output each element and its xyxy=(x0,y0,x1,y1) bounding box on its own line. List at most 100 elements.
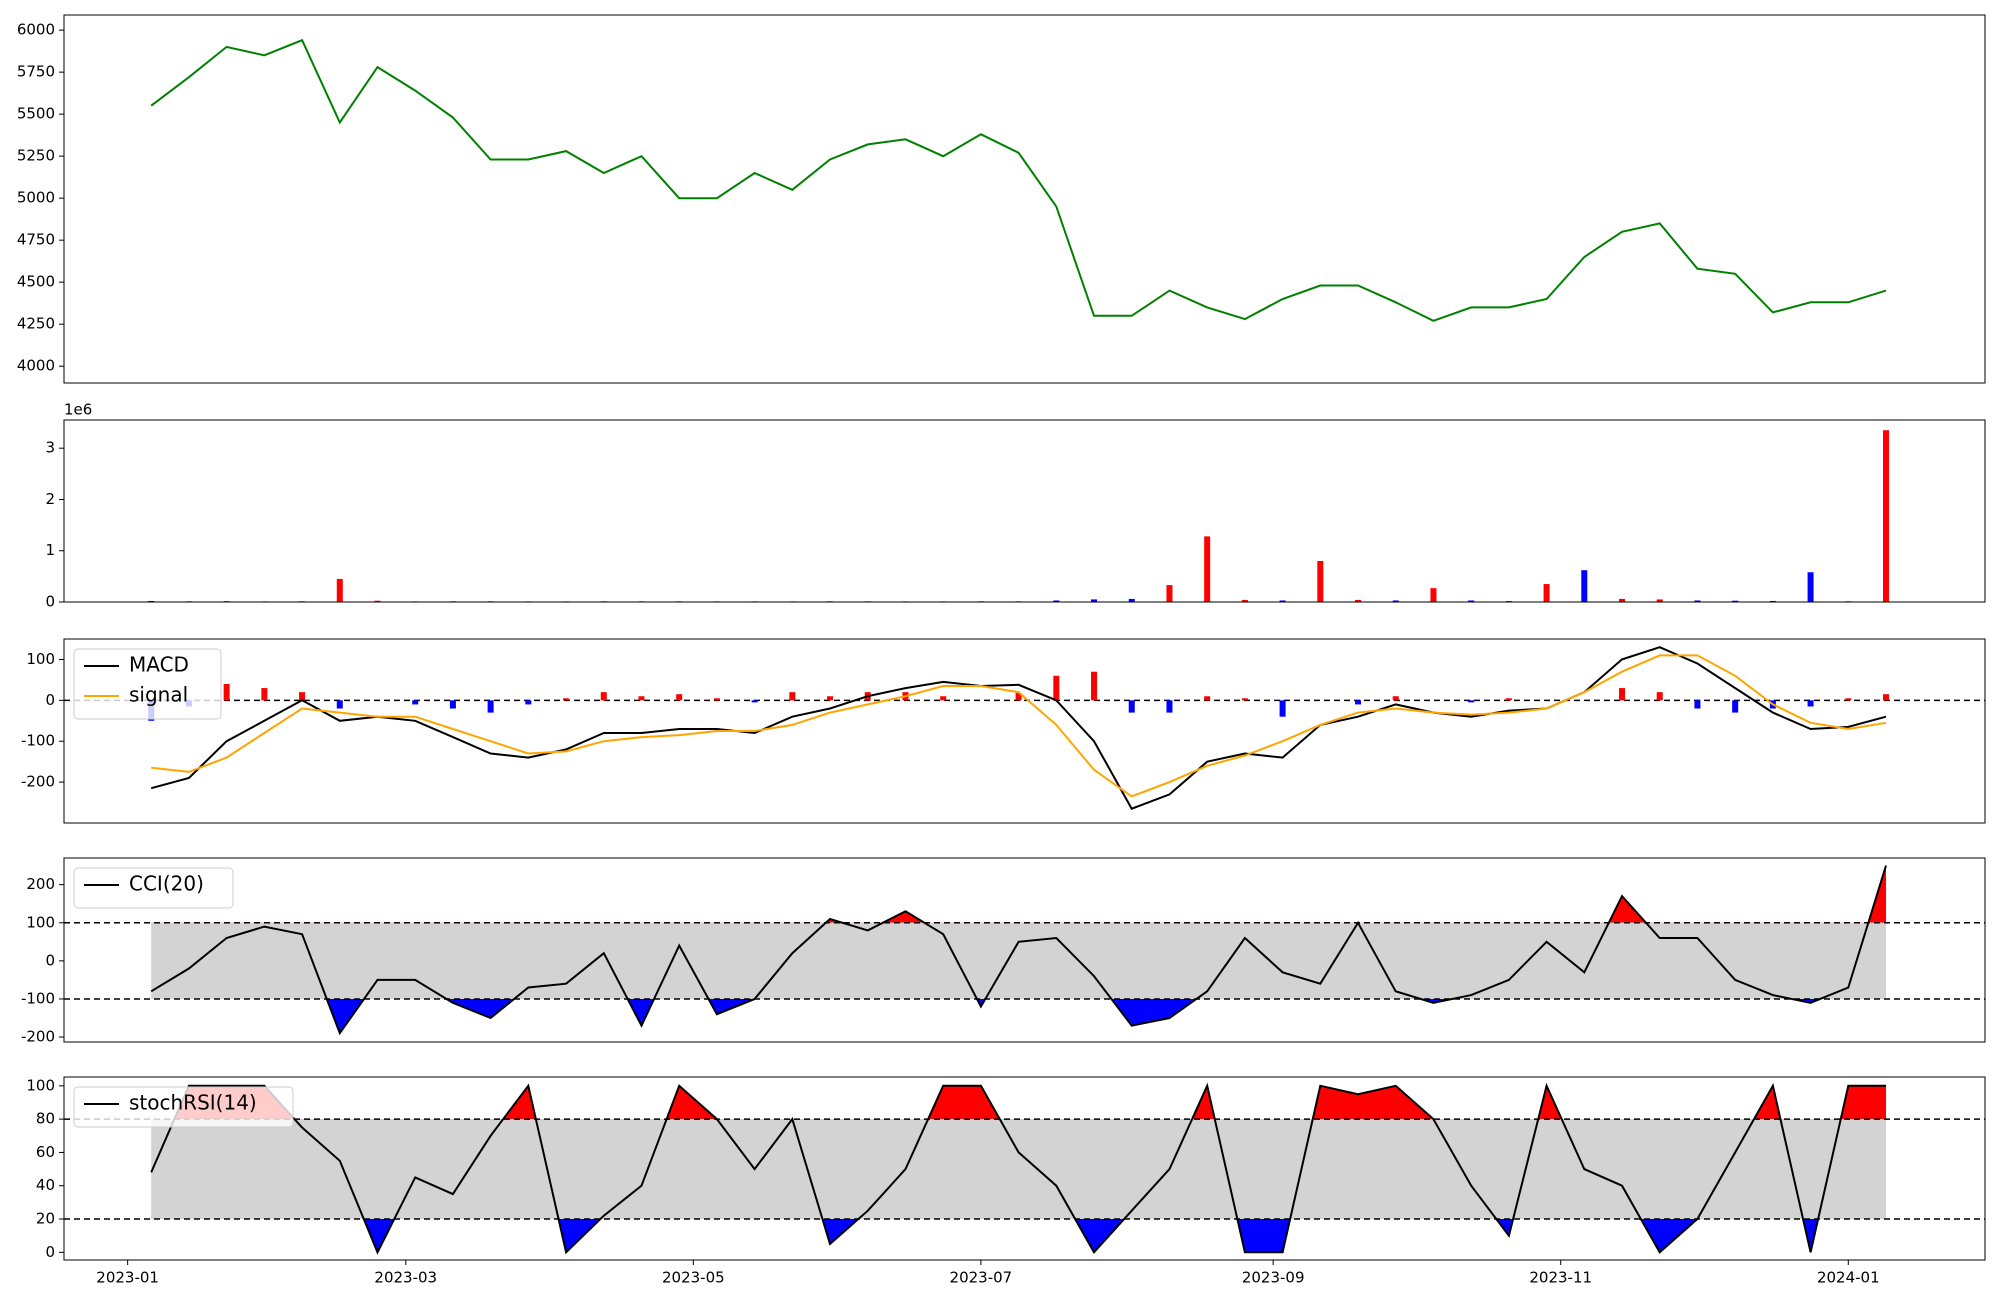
y-tick-label: 100 xyxy=(26,913,55,931)
y-tick-label: 4750 xyxy=(17,231,55,249)
series-line xyxy=(150,646,1887,810)
y-tick-label: 20 xyxy=(36,1210,55,1228)
volume-bar xyxy=(1769,600,1776,602)
y-tick-label: 5500 xyxy=(17,105,55,123)
histogram-bar xyxy=(1128,700,1135,713)
y-tick-label: 5750 xyxy=(17,63,55,81)
volume-bar xyxy=(1619,598,1626,602)
legend-box xyxy=(73,1086,294,1128)
volume-bar xyxy=(1505,600,1512,602)
y-tick-label: 0 xyxy=(45,951,55,969)
histogram-bar xyxy=(261,688,268,701)
histogram-bar xyxy=(1241,698,1248,701)
histogram-bar xyxy=(713,698,720,701)
histogram-bar xyxy=(1015,692,1022,701)
legend-label: signal xyxy=(129,683,188,707)
histogram-bar xyxy=(676,694,683,701)
y-tick-label: 6000 xyxy=(17,21,55,39)
legend: CCI(20) xyxy=(73,867,234,909)
y-tick-label: 4500 xyxy=(17,273,55,291)
volume-bar xyxy=(1166,585,1173,602)
histogram-bar xyxy=(299,692,306,701)
histogram-bar xyxy=(1091,671,1098,701)
histogram-bar xyxy=(940,696,947,701)
axis-offset: 1e6 xyxy=(64,401,92,419)
histogram-bar xyxy=(525,700,532,705)
y-tick-label: 0 xyxy=(45,691,55,709)
x-tick-label: 2023-11 xyxy=(1529,1269,1592,1287)
y-tick-label: -200 xyxy=(21,773,55,791)
panel: 4000 4250 4500 4750 5000 5250 5500 5750 6000 xyxy=(17,14,1986,384)
y-tick-label: 2 xyxy=(45,490,55,508)
volume-bar xyxy=(148,600,155,602)
histogram-bar xyxy=(563,698,570,701)
volume-bar xyxy=(1430,588,1437,602)
frame xyxy=(63,14,1986,384)
volume-bar xyxy=(1392,600,1399,602)
frame xyxy=(63,638,1986,824)
volume-bar xyxy=(374,600,381,602)
volume-bar xyxy=(1204,536,1211,602)
legend-box xyxy=(73,867,234,909)
histogram-bar xyxy=(1505,698,1512,701)
volume-bar xyxy=(1732,600,1739,602)
volume-bar xyxy=(1317,560,1324,602)
volume-bar xyxy=(1468,600,1475,602)
y-tick-label: 80 xyxy=(36,1110,55,1128)
frame xyxy=(63,1076,1986,1261)
y-tick-label: 100 xyxy=(26,1076,55,1094)
histogram-bar xyxy=(412,700,419,705)
histogram-bar xyxy=(1355,700,1362,705)
x-tick-label: 2024-01 xyxy=(1817,1269,1880,1287)
y-tick-label: 1 xyxy=(45,541,55,559)
histogram-bar xyxy=(1845,698,1852,701)
volume-bar xyxy=(1656,599,1663,602)
price-line xyxy=(150,38,1887,322)
legend-label: CCI(20) xyxy=(129,872,204,896)
histogram-bar xyxy=(1807,700,1814,707)
histogram-bar xyxy=(1694,700,1701,709)
series-line xyxy=(150,1082,1886,1255)
volume-bar xyxy=(1128,598,1135,602)
neutral-band xyxy=(151,922,1887,999)
y-tick-label: -100 xyxy=(21,989,55,1007)
histogram-bar xyxy=(1053,675,1060,701)
histogram-bar xyxy=(1656,692,1663,701)
y-tick-label: 0 xyxy=(45,1243,55,1261)
histogram-bar xyxy=(1883,694,1890,701)
y-tick-label: 100 xyxy=(26,650,55,668)
series-line xyxy=(150,865,1887,1036)
x-tick-label: 2023-09 xyxy=(1242,1269,1305,1287)
histogram-bar xyxy=(827,696,834,701)
y-tick-label: 4250 xyxy=(17,315,55,333)
plot-area xyxy=(64,420,1985,602)
volume-bar xyxy=(1355,599,1362,602)
y-tick-label: 40 xyxy=(36,1176,55,1194)
y-tick-label: -200 xyxy=(21,1028,55,1046)
volume-bar xyxy=(1091,599,1098,602)
neutral-band xyxy=(151,1119,1887,1220)
histogram-bar xyxy=(1204,696,1211,701)
histogram-bar xyxy=(487,700,494,713)
histogram-bar xyxy=(1468,700,1475,703)
volume-bar xyxy=(1807,572,1814,602)
panel: 0 20 40 60 80 100 2023-01 2023-03 2023-05 2023-07… xyxy=(26,1076,1986,1287)
plot-area xyxy=(64,15,1985,383)
histogram-bar xyxy=(1732,700,1739,713)
histogram-bar xyxy=(336,700,343,709)
series-line xyxy=(151,654,1887,798)
oversold-fill xyxy=(151,1219,1886,1253)
volume-bar xyxy=(1053,600,1060,602)
histogram-bar xyxy=(638,696,645,701)
y-tick-label: 5250 xyxy=(17,147,55,165)
panel: -200 -100 0 100 MACD signal xyxy=(21,638,1986,824)
histogram-bar xyxy=(1166,700,1173,713)
legend-label: MACD xyxy=(129,653,189,677)
x-tick-label: 2023-03 xyxy=(374,1269,437,1287)
histogram-bar xyxy=(789,692,796,701)
x-tick-label: 2023-01 xyxy=(96,1269,159,1287)
histogram-bar xyxy=(223,683,230,701)
histogram-bar xyxy=(449,700,456,709)
volume-bar xyxy=(1543,584,1550,602)
